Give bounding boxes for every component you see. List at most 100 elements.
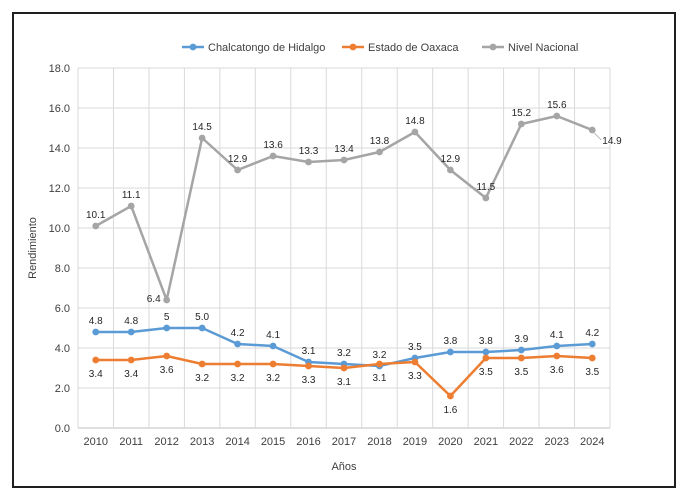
data-point xyxy=(269,152,277,160)
data-label: 3.9 xyxy=(514,334,528,345)
data-point xyxy=(234,166,242,174)
x-tick-label: 2012 xyxy=(154,436,178,448)
data-label: 11.5 xyxy=(476,182,495,193)
data-point xyxy=(482,354,490,362)
data-label: 4.1 xyxy=(550,330,564,341)
data-point xyxy=(127,356,135,364)
x-tick-label: 2014 xyxy=(225,436,249,448)
y-tick-label: 6.0 xyxy=(55,303,70,315)
data-label: 4.8 xyxy=(89,316,103,327)
data-point xyxy=(269,360,277,368)
data-label: 13.4 xyxy=(334,144,354,155)
data-point xyxy=(234,340,242,348)
data-point xyxy=(553,352,561,360)
data-label: 10.1 xyxy=(86,210,106,221)
data-point xyxy=(198,134,206,142)
y-tick-label: 0.0 xyxy=(55,423,70,435)
data-label: 13.3 xyxy=(299,146,319,157)
data-label: 4.2 xyxy=(585,328,599,339)
data-label: 3.6 xyxy=(550,365,564,376)
y-tick-label: 2.0 xyxy=(55,383,70,395)
data-label: 3.8 xyxy=(443,336,457,347)
legend-entry: Estado de Oaxaca xyxy=(368,42,459,54)
y-tick-label: 8.0 xyxy=(55,263,70,275)
legend-entry: Nivel Nacional xyxy=(508,42,578,54)
data-point xyxy=(305,362,312,370)
x-tick-label: 2020 xyxy=(438,436,462,448)
data-label: 3.3 xyxy=(408,371,422,382)
y-axis-title: Rendimiento xyxy=(27,217,39,279)
data-label: 11.1 xyxy=(122,190,141,201)
data-label: 3.2 xyxy=(195,373,209,384)
chart-frame: 0.0 2.0 4.0 6.0 8.0 10.0 12.0 14.0 16.0 18.0 2010 2… xyxy=(12,12,676,488)
data-point xyxy=(92,222,100,230)
data-label: 14.9 xyxy=(602,136,622,147)
data-label: 15.6 xyxy=(547,100,567,111)
data-point xyxy=(127,202,135,210)
y-tick-label: 16.0 xyxy=(49,103,70,115)
data-label: 3.3 xyxy=(302,375,316,386)
x-tick-label: 2010 xyxy=(83,436,107,448)
data-label: 3.2 xyxy=(373,350,387,361)
data-label: 3.5 xyxy=(514,367,528,378)
y-tick-label: 12.0 xyxy=(49,183,70,195)
data-label: 3.8 xyxy=(479,336,493,347)
data-label: 3.5 xyxy=(408,342,422,353)
data-point xyxy=(411,128,419,136)
data-point xyxy=(305,158,312,166)
data-point xyxy=(447,348,454,356)
data-label: 4.8 xyxy=(124,316,138,327)
data-point xyxy=(198,360,206,368)
data-label: 3.1 xyxy=(337,377,351,388)
data-point xyxy=(92,356,100,364)
x-axis-title: Años xyxy=(331,461,357,473)
y-tick-label: 4.0 xyxy=(55,343,70,355)
data-point xyxy=(127,328,135,336)
data-label: 4.1 xyxy=(266,330,280,341)
data-point xyxy=(553,342,561,350)
data-point xyxy=(163,296,171,304)
data-point xyxy=(92,328,100,336)
data-label: 3.4 xyxy=(124,369,138,380)
data-point xyxy=(198,324,206,332)
legend-marker xyxy=(189,43,197,51)
x-tick-label: 2015 xyxy=(261,436,285,448)
data-point xyxy=(517,346,525,354)
data-label: 1.6 xyxy=(443,405,457,416)
data-point xyxy=(482,348,490,356)
x-tick-label: 2011 xyxy=(119,436,143,448)
data-point xyxy=(447,166,454,174)
data-label: 3.6 xyxy=(160,365,174,376)
x-tick-label: 2024 xyxy=(580,436,604,448)
x-tick-label: 2022 xyxy=(509,436,533,448)
data-label: 3.5 xyxy=(479,367,493,378)
legend-marker xyxy=(349,43,357,51)
data-label: 6.4 xyxy=(147,294,161,305)
data-label: 3.1 xyxy=(373,373,387,384)
data-label: 14.5 xyxy=(192,122,212,133)
y-tick-label: 14.0 xyxy=(49,143,70,155)
data-point xyxy=(269,342,277,350)
x-tick-label: 2019 xyxy=(403,436,427,448)
data-point xyxy=(163,352,171,360)
data-point xyxy=(517,120,525,128)
y-tick-label: 18.0 xyxy=(49,63,70,75)
data-label: 3.1 xyxy=(302,346,316,357)
x-tick-label: 2013 xyxy=(190,436,214,448)
data-point xyxy=(340,364,348,372)
data-point xyxy=(234,360,242,368)
legend-marker xyxy=(489,43,497,51)
data-point xyxy=(588,126,596,134)
x-tick-label: 2018 xyxy=(367,436,391,448)
data-label: 3.2 xyxy=(266,373,280,384)
data-point xyxy=(163,324,171,332)
x-tick-label: 2021 xyxy=(474,436,498,448)
data-label: 3.5 xyxy=(585,367,599,378)
x-tick-label: 2017 xyxy=(332,436,356,448)
y-tick-label: 10.0 xyxy=(49,223,70,235)
line-chart: 0.0 2.0 4.0 6.0 8.0 10.0 12.0 14.0 16.0 18.0 2010 2… xyxy=(27,42,622,473)
data-label: 14.8 xyxy=(405,116,425,127)
data-label: 13.8 xyxy=(370,136,390,147)
data-label: 3.4 xyxy=(89,369,103,380)
x-tick-label: 2016 xyxy=(296,436,320,448)
